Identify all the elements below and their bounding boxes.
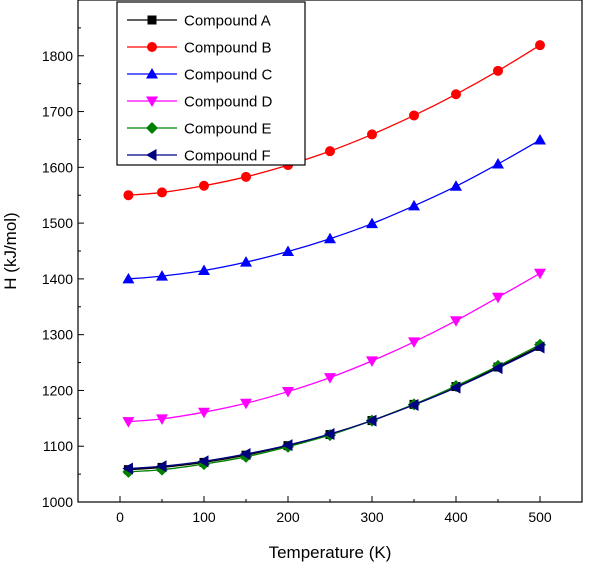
legend-marker-compound-f <box>146 149 157 161</box>
data-point-compound-f <box>534 341 545 354</box>
data-point-compound-f <box>492 362 503 375</box>
data-point-compound-c <box>156 270 168 281</box>
data-point-compound-c <box>282 245 294 257</box>
data-point-compound-d <box>156 414 168 425</box>
x-axis-title: Temperature (K) <box>269 543 392 562</box>
series-line-compound-a <box>128 345 541 471</box>
x-tick-label: 0 <box>116 509 124 525</box>
series-compound-b <box>123 40 545 201</box>
data-point-compound-d <box>492 292 504 304</box>
data-point-compound-b <box>241 171 251 182</box>
x-tick-label: 500 <box>528 509 552 525</box>
data-point-compound-c <box>408 199 420 211</box>
data-point-compound-c <box>240 256 252 267</box>
data-point-compound-b <box>325 146 335 157</box>
data-point-compound-c <box>324 232 336 244</box>
x-tick-label: 100 <box>192 509 216 525</box>
series-compound-e <box>122 338 546 478</box>
y-tick-label: 1400 <box>42 271 73 287</box>
data-point-compound-f <box>324 427 335 440</box>
data-point-compound-b <box>451 89 461 100</box>
data-point-compound-c <box>492 157 504 169</box>
data-point-compound-d <box>366 356 378 367</box>
data-point-compound-d <box>450 316 462 327</box>
data-point-compound-d <box>282 387 294 398</box>
legend-box <box>116 1 306 166</box>
data-point-compound-f <box>122 462 133 475</box>
series-compound-f <box>122 341 545 475</box>
data-point-compound-f <box>408 398 419 411</box>
legend-label-compound-c: Compound C <box>184 67 273 84</box>
data-point-compound-f <box>198 455 209 468</box>
legend-label-compound-b: Compound B <box>184 40 272 57</box>
y-tick-label: 1300 <box>42 327 73 343</box>
data-point-compound-f <box>282 439 293 452</box>
legend-marker-compound-e <box>146 122 158 134</box>
data-point-compound-d <box>324 373 336 384</box>
data-point-compound-c <box>366 217 378 229</box>
data-point-compound-d <box>240 398 252 410</box>
data-point-compound-d <box>534 268 546 280</box>
data-point-compound-b <box>199 180 209 191</box>
data-point-compound-f <box>240 448 251 461</box>
series-line-compound-e <box>128 344 541 473</box>
series-line-compound-f <box>128 346 541 470</box>
data-point-compound-c <box>198 264 210 276</box>
data-point-compound-f <box>366 414 377 427</box>
data-point-compound-f <box>156 460 167 473</box>
y-tick-label: 1100 <box>43 438 73 454</box>
data-point-compound-c <box>534 134 546 145</box>
data-point-compound-c <box>450 180 462 191</box>
legend-marker-compound-b <box>147 42 157 52</box>
y-tick-label: 1000 <box>42 494 73 510</box>
series-compound-c <box>122 134 546 284</box>
data-point-compound-c <box>122 272 135 284</box>
data-point-compound-b <box>535 40 545 51</box>
x-tick-label: 300 <box>360 509 384 525</box>
data-point-compound-b <box>157 187 167 198</box>
data-point-compound-b <box>409 110 419 121</box>
legend-label-compound-a: Compound A <box>184 13 271 30</box>
axes: 0 100 200 300 400 500 1000 1100 1200 1300 1400 1500… <box>42 27 552 525</box>
y-tick-label: 1800 <box>42 48 73 64</box>
data-point-compound-f <box>450 381 461 394</box>
y-tick-label: 1500 <box>42 215 73 231</box>
data-point-compound-d <box>408 337 420 348</box>
series-layer <box>122 40 546 478</box>
y-axis-title: H (kJ/mol) <box>1 212 20 289</box>
legend-label-compound-d: Compound D <box>184 94 273 111</box>
data-point-compound-d <box>122 417 135 428</box>
y-tick-label: 1200 <box>42 382 73 398</box>
data-point-compound-b <box>123 190 134 201</box>
legend-marker-compound-a <box>147 15 157 25</box>
series-line-compound-d <box>128 272 541 423</box>
x-tick-label: 400 <box>444 509 468 525</box>
data-point-compound-b <box>367 129 377 140</box>
legend: Compound A Compound B Compound C Compound D… <box>116 1 306 166</box>
legend-label-compound-e: Compound E <box>184 121 272 138</box>
data-point-compound-b <box>493 65 503 76</box>
series-compound-d <box>122 268 546 428</box>
data-point-compound-d <box>198 407 210 419</box>
legend-marker-compound-d <box>146 96 158 107</box>
y-tick-label: 1700 <box>42 104 73 120</box>
x-tick-label: 200 <box>276 509 300 525</box>
series-compound-a <box>123 341 545 475</box>
y-tick-label: 1600 <box>42 159 73 175</box>
legend-label-compound-f: Compound F <box>184 148 271 165</box>
legend-marker-compound-c <box>146 68 158 79</box>
